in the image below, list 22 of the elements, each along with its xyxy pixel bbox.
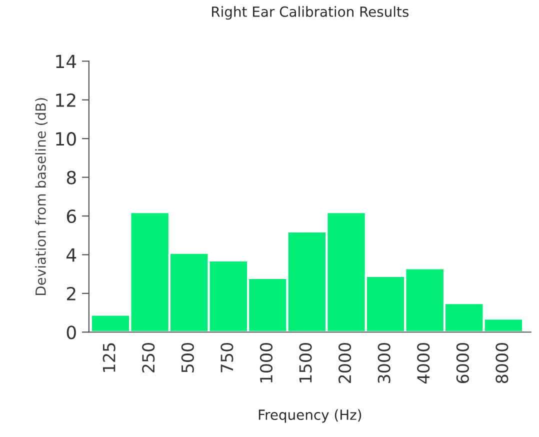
y-tick-label: 8 <box>66 170 76 184</box>
x-tick-label: 2000 <box>338 342 352 384</box>
y-tick-label: 14 <box>56 54 76 68</box>
x-tick-label: 1500 <box>299 342 312 382</box>
x-tick-label: 750 <box>220 342 234 372</box>
x-tick-label: 4000 <box>417 342 430 384</box>
y-tick-label: 0 <box>66 326 76 340</box>
x-tick-label: 500 <box>181 342 194 372</box>
y-tick-label: 12 <box>56 93 76 107</box>
x-tick-label: 6000 <box>456 342 469 384</box>
x-tick-label: 8000 <box>496 342 508 384</box>
x-tick-label: 1000 <box>260 342 273 382</box>
y-tick-label: 10 <box>56 132 76 146</box>
y-tick-label: 6 <box>66 209 76 224</box>
y-tick-label: 4 <box>66 248 76 262</box>
y-tick-label: 2 <box>66 286 76 300</box>
x-tick-label: 250 <box>142 342 155 372</box>
x-tick-label: 3000 <box>378 342 390 383</box>
chart-title: Right Ear Calibration Results <box>212 6 409 20</box>
x-tick-label: 125 <box>102 343 116 372</box>
x-axis-title: Frequency (Hz) <box>258 409 362 423</box>
y-axis-title: Deviation from baseline (dB) <box>35 98 48 295</box>
